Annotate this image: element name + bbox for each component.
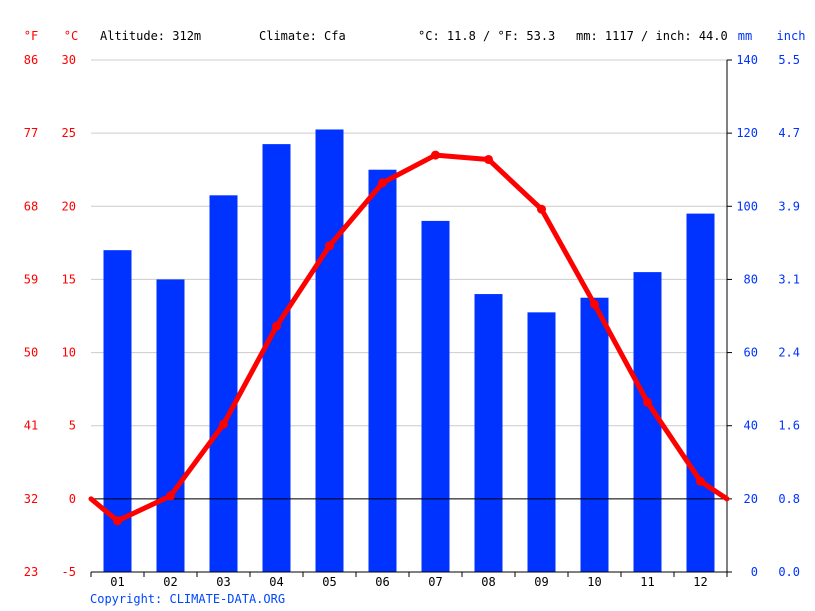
- temperature-point: [484, 154, 493, 164]
- mm-tick-label: 40: [744, 419, 758, 433]
- celsius-tick-label: 10: [62, 346, 76, 360]
- celsius-tick-label: 5: [69, 419, 76, 433]
- temperature-point: [431, 150, 440, 160]
- mm-tick-label: 20: [744, 492, 758, 506]
- axes: [90, 59, 732, 577]
- temperature-point: [325, 241, 334, 251]
- month-tick-label: 02: [163, 575, 177, 589]
- fahrenheit-unit-label: °F: [24, 29, 38, 43]
- inch-tick-label: 4.7: [778, 126, 800, 140]
- temperature-polyline: [88, 152, 730, 524]
- precipitation-bar: [368, 169, 397, 572]
- month-tick-label: 06: [375, 575, 389, 589]
- gridlines: [91, 59, 727, 500]
- precipitation-bar: [686, 213, 715, 572]
- month-tick-label: 11: [640, 575, 654, 589]
- precipitation-bar: [474, 294, 503, 572]
- mm-tick-label: 120: [736, 126, 758, 140]
- celsius-tick-label: 0: [69, 492, 76, 506]
- inch-unit-label: inch: [777, 29, 806, 43]
- copyright-text: Copyright: CLIMATE-DATA.ORG: [90, 592, 286, 606]
- month-tick-label: 10: [587, 575, 601, 589]
- temperature-point: [272, 321, 281, 331]
- temperature-point: [166, 491, 175, 501]
- celsius-unit-label: °C: [64, 29, 78, 43]
- mm-tick-label: 140: [736, 53, 758, 67]
- precipitation-bar: [421, 220, 450, 572]
- mm-tick-label: 80: [744, 272, 758, 286]
- mm-tick-label: 60: [744, 346, 758, 360]
- fahrenheit-tick-label: 86: [24, 53, 38, 67]
- month-tick-label: 12: [693, 575, 707, 589]
- precipitation-bar: [209, 195, 238, 573]
- month-tick-label: 03: [216, 575, 230, 589]
- month-tick-label: 01: [110, 575, 124, 589]
- altitude-label: Altitude: 312m: [100, 29, 201, 43]
- celsius-tick-label: -5: [62, 565, 76, 579]
- inch-tick-label: 0.8: [778, 492, 800, 506]
- tick-labels: 23 -5 32 0 41 5 50 10 59 15 68 20 77 25 86 30 0 0.0 20 0.8 4…: [24, 53, 800, 589]
- precipitation-bars: [103, 129, 715, 573]
- inch-tick-label: 1.6: [778, 419, 800, 433]
- inch-tick-label: 3.9: [778, 199, 800, 213]
- precipitation-bar: [527, 312, 556, 572]
- celsius-tick-label: 15: [62, 272, 76, 286]
- precipitation-bar: [262, 144, 291, 572]
- inch-tick-label: 3.1: [778, 272, 800, 286]
- fahrenheit-tick-label: 50: [24, 346, 38, 360]
- fahrenheit-tick-label: 32: [24, 492, 38, 506]
- temperature-point: [643, 397, 652, 407]
- mm-tick-label: 100: [736, 199, 758, 213]
- fahrenheit-tick-label: 41: [24, 419, 38, 433]
- climate-label: Climate: Cfa: [259, 29, 346, 43]
- precipitation-bar: [580, 297, 609, 572]
- celsius-tick-label: 25: [62, 126, 76, 140]
- fahrenheit-tick-label: 77: [24, 126, 38, 140]
- fahrenheit-tick-label: 23: [24, 565, 38, 579]
- precipitation-bar: [315, 129, 344, 572]
- temperature-summary: °C: 11.8 / °F: 53.3: [418, 29, 555, 43]
- precipitation-bar: [633, 272, 662, 572]
- inch-tick-label: 0.0: [778, 565, 800, 579]
- temperature-line: [88, 150, 730, 526]
- celsius-tick-label: 20: [62, 199, 76, 213]
- mm-tick-label: 0: [751, 565, 758, 579]
- temperature-point: [378, 178, 387, 188]
- precipitation-bar: [156, 279, 185, 572]
- month-tick-label: 07: [428, 575, 442, 589]
- inch-tick-label: 2.4: [778, 346, 800, 360]
- mm-unit-label: mm: [738, 29, 752, 43]
- celsius-tick-label: 30: [62, 53, 76, 67]
- temperature-point: [113, 516, 122, 526]
- inch-tick-label: 5.5: [778, 53, 800, 67]
- month-tick-label: 09: [534, 575, 548, 589]
- month-tick-label: 04: [269, 575, 283, 589]
- temperature-point: [219, 419, 228, 429]
- fahrenheit-tick-label: 68: [24, 199, 38, 213]
- temperature-point: [696, 476, 705, 486]
- fahrenheit-tick-label: 59: [24, 272, 38, 286]
- temperature-point: [537, 204, 546, 214]
- month-tick-label: 05: [322, 575, 336, 589]
- precipitation-summary: mm: 1117 / inch: 44.0: [576, 29, 728, 43]
- month-tick-label: 08: [481, 575, 495, 589]
- temperature-point: [590, 299, 599, 309]
